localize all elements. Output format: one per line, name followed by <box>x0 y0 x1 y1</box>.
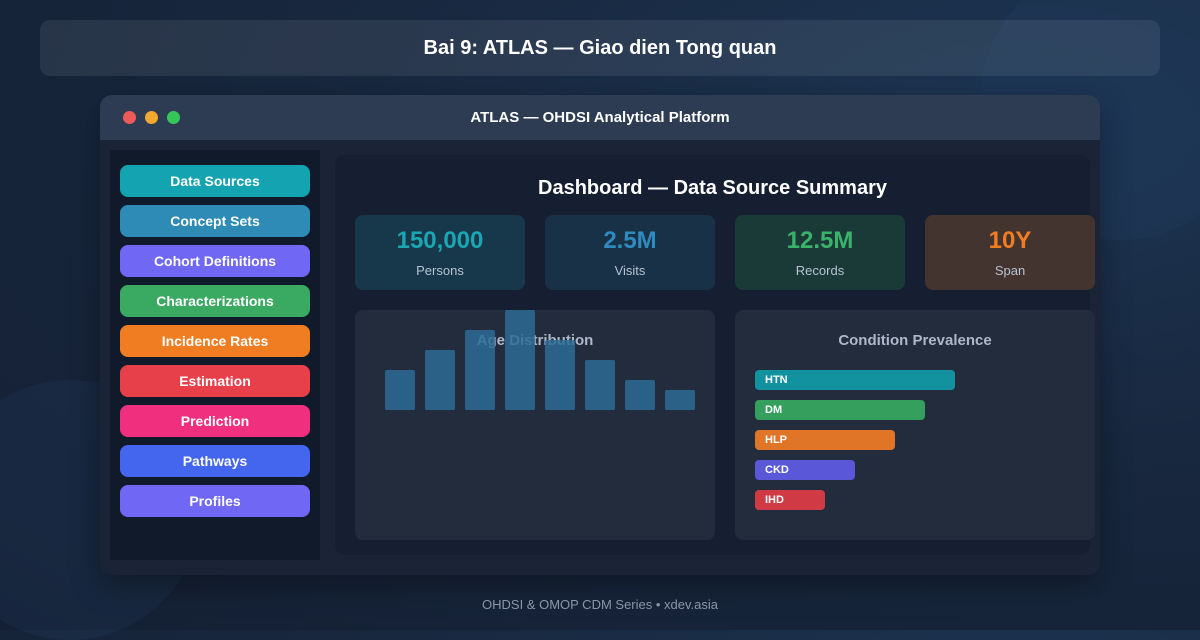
sidebar-item-prediction[interactable]: Prediction <box>120 405 310 437</box>
stat-value: 10Y <box>988 227 1032 254</box>
condition-bar-label: HTN <box>765 374 788 386</box>
age-distribution-plot <box>385 310 695 410</box>
age-bar <box>505 310 535 410</box>
stat-card-records: 12.5M Records <box>735 215 905 290</box>
sidebar-nav: Data Sources Concept Sets Cohort Definit… <box>110 150 320 560</box>
condition-bar-ckd: CKD <box>755 460 855 480</box>
stat-label: Persons <box>416 263 464 278</box>
age-bar <box>585 360 615 410</box>
close-window-button[interactable] <box>123 111 136 124</box>
stat-card-visits: 2.5M Visits <box>545 215 715 290</box>
age-bar <box>425 350 455 410</box>
age-distribution-chart: Age Distribution <box>355 310 715 540</box>
age-bar <box>665 390 695 410</box>
window-title: ATLAS — OHDSI Analytical Platform <box>470 109 730 126</box>
footer-credit: OHDSI & OMOP CDM Series • xdev.asia <box>482 597 718 612</box>
app-window: ATLAS — OHDSI Analytical Platform Data S… <box>100 95 1100 575</box>
sidebar-item-profiles[interactable]: Profiles <box>120 485 310 517</box>
condition-bar-hlp: HLP <box>755 430 895 450</box>
sidebar-item-data-sources[interactable]: Data Sources <box>120 165 310 197</box>
stat-label: Records <box>795 263 845 278</box>
stat-label: Span <box>994 263 1026 278</box>
condition-bar-label: DM <box>765 404 783 416</box>
dashboard-title: Dashboard — Data Source Summary <box>538 177 887 199</box>
age-bar <box>545 340 575 410</box>
condition-bar-label: CKD <box>765 464 789 476</box>
minimize-window-button[interactable] <box>145 111 158 124</box>
sidebar-item-cohort-definitions[interactable]: Cohort Definitions <box>120 245 310 277</box>
condition-bar-label: HLP <box>765 434 787 446</box>
sidebar-item-characterizations[interactable]: Characterizations <box>120 285 310 317</box>
window-titlebar: ATLAS — OHDSI Analytical Platform <box>100 95 1100 140</box>
stat-label: Visits <box>614 263 646 278</box>
stat-card-persons: 150,000 Persons <box>355 215 525 290</box>
age-bar <box>625 380 655 410</box>
stat-card-span: 10Y Span <box>925 215 1095 290</box>
stat-value: 12.5M <box>786 227 854 254</box>
age-bar <box>465 330 495 410</box>
sidebar-item-pathways[interactable]: Pathways <box>120 445 310 477</box>
condition-bar-dm: DM <box>755 400 925 420</box>
condition-bar-ihd: IHD <box>755 490 825 510</box>
page-banner: Bai 9: ATLAS — Giao dien Tong quan <box>40 20 1160 76</box>
chart-title: Condition Prevalence <box>838 332 992 349</box>
maximize-window-button[interactable] <box>167 111 180 124</box>
stat-value: 2.5M <box>603 227 657 254</box>
sidebar-item-concept-sets[interactable]: Concept Sets <box>120 205 310 237</box>
sidebar-item-incidence-rates[interactable]: Incidence Rates <box>120 325 310 357</box>
page-title: Bai 9: ATLAS — Giao dien Tong quan <box>423 36 777 59</box>
condition-bar-label: IHD <box>765 494 784 506</box>
condition-prevalence-chart: Condition Prevalence HTN DM HLP CKD IHD <box>735 310 1095 540</box>
stat-value: 150,000 <box>396 227 484 254</box>
dashboard-panel: Dashboard — Data Source Summary 150,000 … <box>335 155 1095 555</box>
age-bar <box>385 370 415 410</box>
condition-bar-htn: HTN <box>755 370 955 390</box>
sidebar-item-estimation[interactable]: Estimation <box>120 365 310 397</box>
